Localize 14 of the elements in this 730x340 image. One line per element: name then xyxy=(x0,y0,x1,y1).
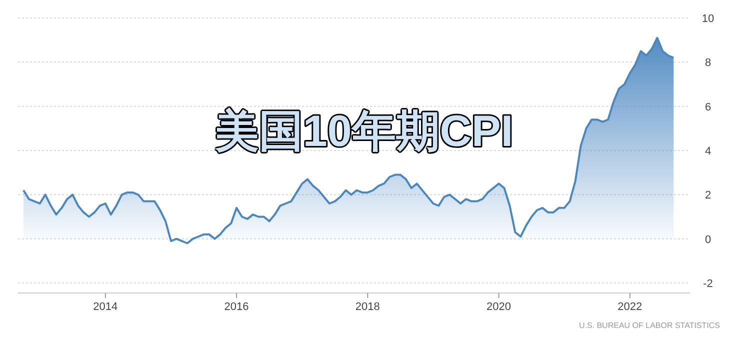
x-tick-label: 2016 xyxy=(224,301,249,313)
text: 美国10年期CPI xyxy=(214,107,514,156)
y-tick-label: 4 xyxy=(704,146,712,158)
text: U.S. BUREAU OF LABOR STATISTICS xyxy=(578,321,720,330)
y-tick-label: 6 xyxy=(704,101,712,114)
x-tick-label: 2022 xyxy=(618,301,642,313)
x-tick-label: 2020 xyxy=(486,301,512,313)
y-tick-label: 10 xyxy=(702,13,714,25)
x-tick-label: 2018 xyxy=(355,301,380,313)
y-tick-label: 8 xyxy=(704,57,712,70)
y-tick-label: 0 xyxy=(704,234,712,246)
x-tick-label: 2014 xyxy=(93,301,118,313)
y-tick-label: 2 xyxy=(704,190,712,202)
y-tick-label: -2 xyxy=(703,278,713,290)
